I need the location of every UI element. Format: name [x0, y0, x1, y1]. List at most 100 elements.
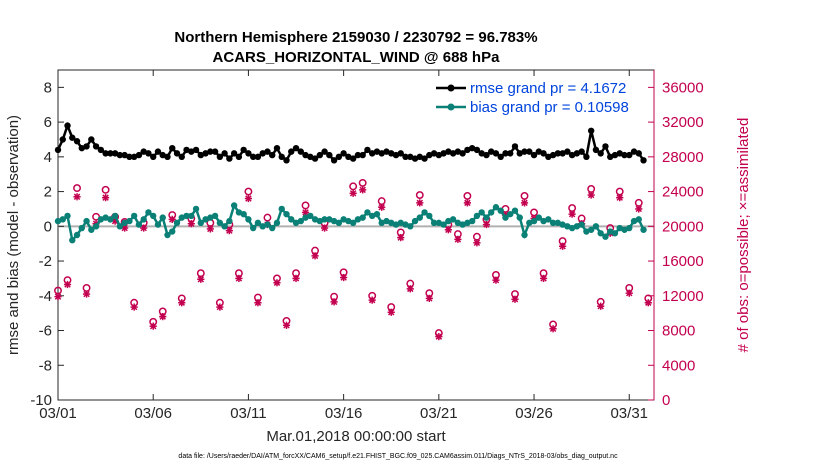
x-tick-label: 03/31	[610, 405, 648, 422]
bias-point	[416, 214, 423, 221]
bias-point	[78, 224, 86, 232]
rmse-point	[354, 151, 362, 159]
obs-assimilated-point	[311, 252, 319, 260]
obs-assimilated-point	[359, 186, 367, 194]
bias-point	[240, 210, 247, 218]
obs-assimilated-point	[416, 199, 424, 207]
legend-bias-label: bias grand pr = 0.10598	[470, 99, 629, 116]
obs-assimilated-point	[168, 215, 176, 223]
bias-point	[278, 205, 285, 213]
right-tick-label: 12000	[662, 288, 704, 305]
bias-point	[578, 221, 585, 228]
right-tick-label: 20000	[662, 218, 704, 235]
obs-possible-point	[73, 184, 81, 193]
rmse-point	[530, 151, 538, 159]
x-axis-ticks: 03/01 03/06 03/11 03/16 03/21 03/26 03/31	[39, 70, 648, 422]
rmse-point	[254, 153, 262, 161]
rmse-point	[211, 148, 219, 155]
bias-point	[159, 214, 166, 221]
obs-assimilated-point	[454, 235, 462, 243]
bias-point	[269, 224, 276, 232]
legend: rmse grand pr = 4.1672 bias grand pr = 0…	[436, 80, 629, 116]
rmse-point	[640, 157, 647, 164]
bias-point	[226, 217, 233, 225]
legend-bias-marker	[447, 103, 455, 111]
obs-possible-point	[349, 182, 358, 191]
rmse-point	[578, 148, 585, 155]
x-tick-label: 03/16	[325, 405, 363, 422]
obs-assimilated-point	[444, 226, 452, 234]
bias-point	[640, 226, 647, 233]
bias-point	[440, 221, 447, 228]
bias-point	[59, 216, 66, 223]
obs-assimilated-point	[130, 303, 138, 311]
obs-assimilated-point	[387, 308, 395, 316]
left-tick-label: -8	[39, 357, 52, 374]
rmse-point	[245, 150, 252, 157]
left-tick-label: 6	[44, 114, 52, 131]
bias-point	[69, 237, 76, 244]
bias-point	[154, 221, 162, 228]
obs-assimilated-point	[368, 296, 376, 304]
rmse-point	[297, 148, 304, 155]
rmse-point	[626, 151, 633, 159]
rmse-series	[54, 121, 647, 164]
bias-point	[449, 216, 457, 223]
obs-assimilated-point	[187, 220, 195, 228]
obs-assimilated-point	[320, 224, 329, 232]
rmse-point	[597, 150, 604, 157]
bias-point	[188, 212, 195, 220]
left-tick-label: 0	[44, 218, 52, 235]
obs-assimilated-point	[511, 295, 519, 303]
rmse-point	[402, 153, 409, 161]
obs-possible-point	[415, 191, 424, 200]
obs-assimilated-point	[587, 191, 595, 199]
obs-assimilated-point	[244, 194, 253, 203]
obs-assimilated-point	[549, 325, 557, 333]
data-file-footnote: data file: /Users/raeder/DAI/ATM_forcXX/…	[178, 453, 618, 460]
plot-area	[57, 69, 655, 401]
bias-point	[249, 224, 257, 232]
rmse-point	[150, 153, 157, 161]
rmse-point	[192, 146, 200, 154]
obs-assimilated-point	[597, 302, 605, 310]
bias-point	[111, 212, 119, 220]
obs-assimilated-point	[378, 203, 386, 211]
rmse-point	[273, 144, 281, 152]
rmse-point	[340, 150, 347, 157]
rmse-point	[207, 148, 214, 155]
obs-assimilated-point	[425, 294, 433, 302]
bias-point	[364, 209, 371, 216]
bias-point	[83, 217, 90, 225]
rmse-point	[554, 150, 562, 157]
obs-possible-point	[520, 191, 529, 200]
left-tick-label: -2	[39, 253, 52, 270]
bias-point	[487, 209, 495, 216]
obs-assimilated-point	[482, 220, 491, 229]
rmse-point	[326, 151, 333, 159]
left-tick-label: 2	[44, 184, 52, 201]
bias-point	[321, 216, 328, 223]
obs-possible-point	[263, 213, 272, 222]
rmse-point	[221, 150, 228, 157]
obs-assimilated-point	[616, 194, 624, 202]
bias-point	[216, 219, 224, 227]
left-tick-label: -4	[39, 288, 52, 305]
rmse-point	[507, 150, 514, 157]
obs-assimilated-point	[349, 189, 357, 197]
obs-possible-point	[101, 185, 110, 194]
bias-point	[64, 212, 71, 220]
left-axis-ticks: 8 6 4 2 0 -2 -4 -6 -8 -10	[30, 79, 64, 409]
rmse-point	[288, 148, 295, 155]
rmse-point	[292, 144, 300, 152]
rmse-point	[269, 151, 276, 159]
rmse-point	[583, 153, 590, 161]
rmse-point	[483, 151, 490, 159]
bias-point	[411, 217, 419, 225]
obs-assimilated-point	[216, 303, 224, 311]
bias-point	[602, 233, 609, 240]
obs-assimilated-point	[644, 299, 652, 307]
bias-point	[183, 212, 190, 220]
bias-point	[359, 214, 366, 221]
chart-title-line2: ACARS_HORIZONTAL_WIND @ 688 hPa	[213, 49, 501, 66]
